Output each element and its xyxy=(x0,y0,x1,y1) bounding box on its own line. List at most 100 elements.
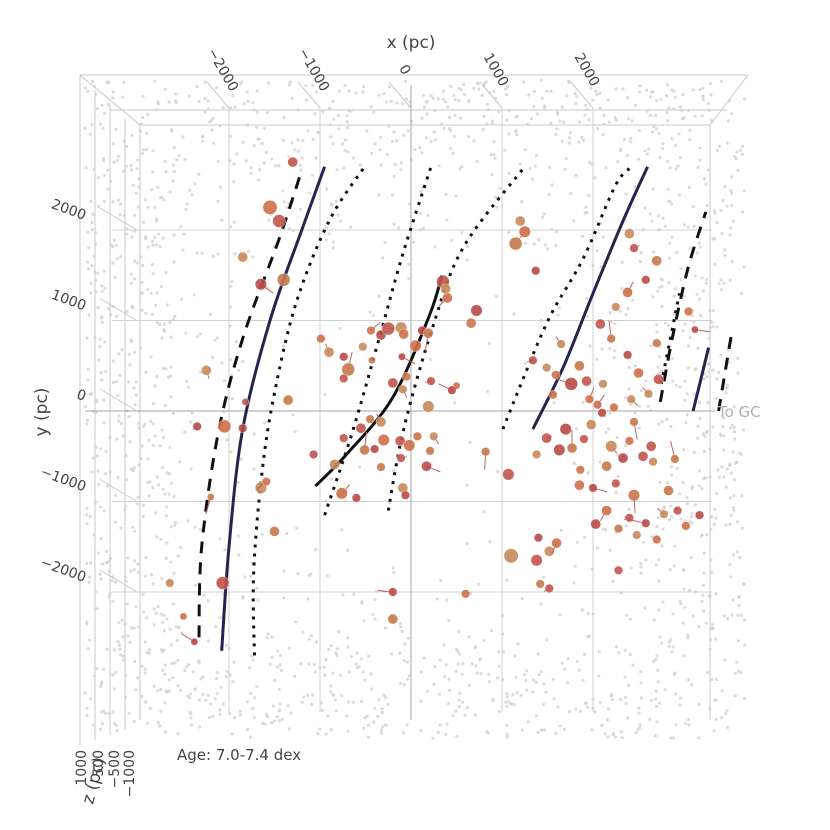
background-star xyxy=(585,315,589,319)
background-star xyxy=(248,666,252,670)
background-star xyxy=(670,136,674,141)
background-star xyxy=(208,312,212,316)
cluster-marker xyxy=(217,419,232,434)
background-star xyxy=(454,194,458,198)
background-star xyxy=(300,700,304,704)
background-star xyxy=(619,309,623,313)
background-star xyxy=(528,166,532,171)
background-star xyxy=(558,119,562,123)
background-star xyxy=(686,636,690,640)
background-star xyxy=(533,164,537,168)
background-star xyxy=(385,152,389,156)
background-star xyxy=(402,683,406,687)
background-star xyxy=(337,89,341,93)
background-star xyxy=(407,263,411,267)
background-star xyxy=(614,87,618,91)
background-star xyxy=(128,641,132,645)
background-star xyxy=(687,108,691,112)
background-star xyxy=(537,673,541,677)
background-star xyxy=(134,393,138,397)
background-star xyxy=(92,723,96,727)
background-star xyxy=(137,185,141,189)
background-star xyxy=(681,480,685,484)
background-star xyxy=(161,436,166,440)
background-star xyxy=(707,369,711,373)
background-star xyxy=(206,99,210,103)
background-star xyxy=(399,681,403,686)
background-star xyxy=(497,664,501,668)
background-star xyxy=(307,662,311,666)
background-star xyxy=(693,274,697,278)
background-star xyxy=(542,682,546,686)
background-star xyxy=(720,231,724,236)
background-star xyxy=(487,672,491,676)
background-star xyxy=(310,702,314,706)
background-star xyxy=(377,93,381,97)
background-star xyxy=(536,652,540,656)
background-star xyxy=(512,312,516,316)
background-star xyxy=(99,505,103,509)
background-star xyxy=(296,108,300,112)
background-star xyxy=(505,692,509,696)
background-star xyxy=(730,613,734,617)
background-star xyxy=(532,242,536,246)
background-star xyxy=(111,359,115,363)
background-star xyxy=(383,695,388,699)
background-star xyxy=(389,99,393,103)
background-star xyxy=(505,732,509,737)
background-star xyxy=(354,662,358,666)
background-star xyxy=(692,224,696,228)
background-star xyxy=(199,527,203,531)
background-star xyxy=(584,205,588,209)
background-star xyxy=(545,638,549,642)
cluster-marker xyxy=(316,334,326,344)
background-star xyxy=(490,122,494,126)
background-star xyxy=(157,483,161,487)
background-star xyxy=(697,736,701,740)
background-star xyxy=(705,204,709,208)
background-star xyxy=(714,637,718,641)
background-star xyxy=(661,600,665,604)
background-star xyxy=(216,252,220,256)
background-star xyxy=(137,463,141,467)
background-star xyxy=(717,144,722,148)
background-star xyxy=(696,346,700,350)
background-star xyxy=(119,421,124,426)
cluster-marker xyxy=(387,613,399,625)
background-star xyxy=(346,645,350,649)
background-star xyxy=(309,634,314,638)
background-star xyxy=(700,276,704,280)
background-star xyxy=(171,411,176,415)
background-star xyxy=(310,173,314,177)
background-star xyxy=(716,468,720,472)
cluster-marker xyxy=(542,363,552,373)
background-star xyxy=(160,336,164,340)
background-star xyxy=(85,622,89,626)
background-star xyxy=(683,379,687,383)
background-star xyxy=(730,260,734,264)
background-star xyxy=(114,723,118,728)
background-star xyxy=(213,697,217,701)
background-star xyxy=(391,139,395,144)
background-star xyxy=(124,453,128,458)
background-star xyxy=(732,430,737,434)
background-star xyxy=(714,717,718,722)
background-star xyxy=(390,193,394,197)
background-star xyxy=(98,685,103,689)
background-star xyxy=(124,673,128,678)
background-stars xyxy=(83,78,747,740)
background-star xyxy=(193,687,197,691)
background-star xyxy=(218,708,222,712)
background-star xyxy=(112,238,116,242)
background-star xyxy=(668,638,673,642)
background-star xyxy=(372,720,376,724)
background-star xyxy=(620,287,624,291)
background-star xyxy=(141,514,145,519)
background-star xyxy=(99,316,103,320)
background-star xyxy=(168,627,172,632)
background-star xyxy=(438,723,442,727)
y-axis-title: y (pc) xyxy=(32,388,52,437)
background-star xyxy=(251,706,255,711)
background-star xyxy=(725,467,729,471)
x-axis-title: x (pc) xyxy=(387,33,436,53)
